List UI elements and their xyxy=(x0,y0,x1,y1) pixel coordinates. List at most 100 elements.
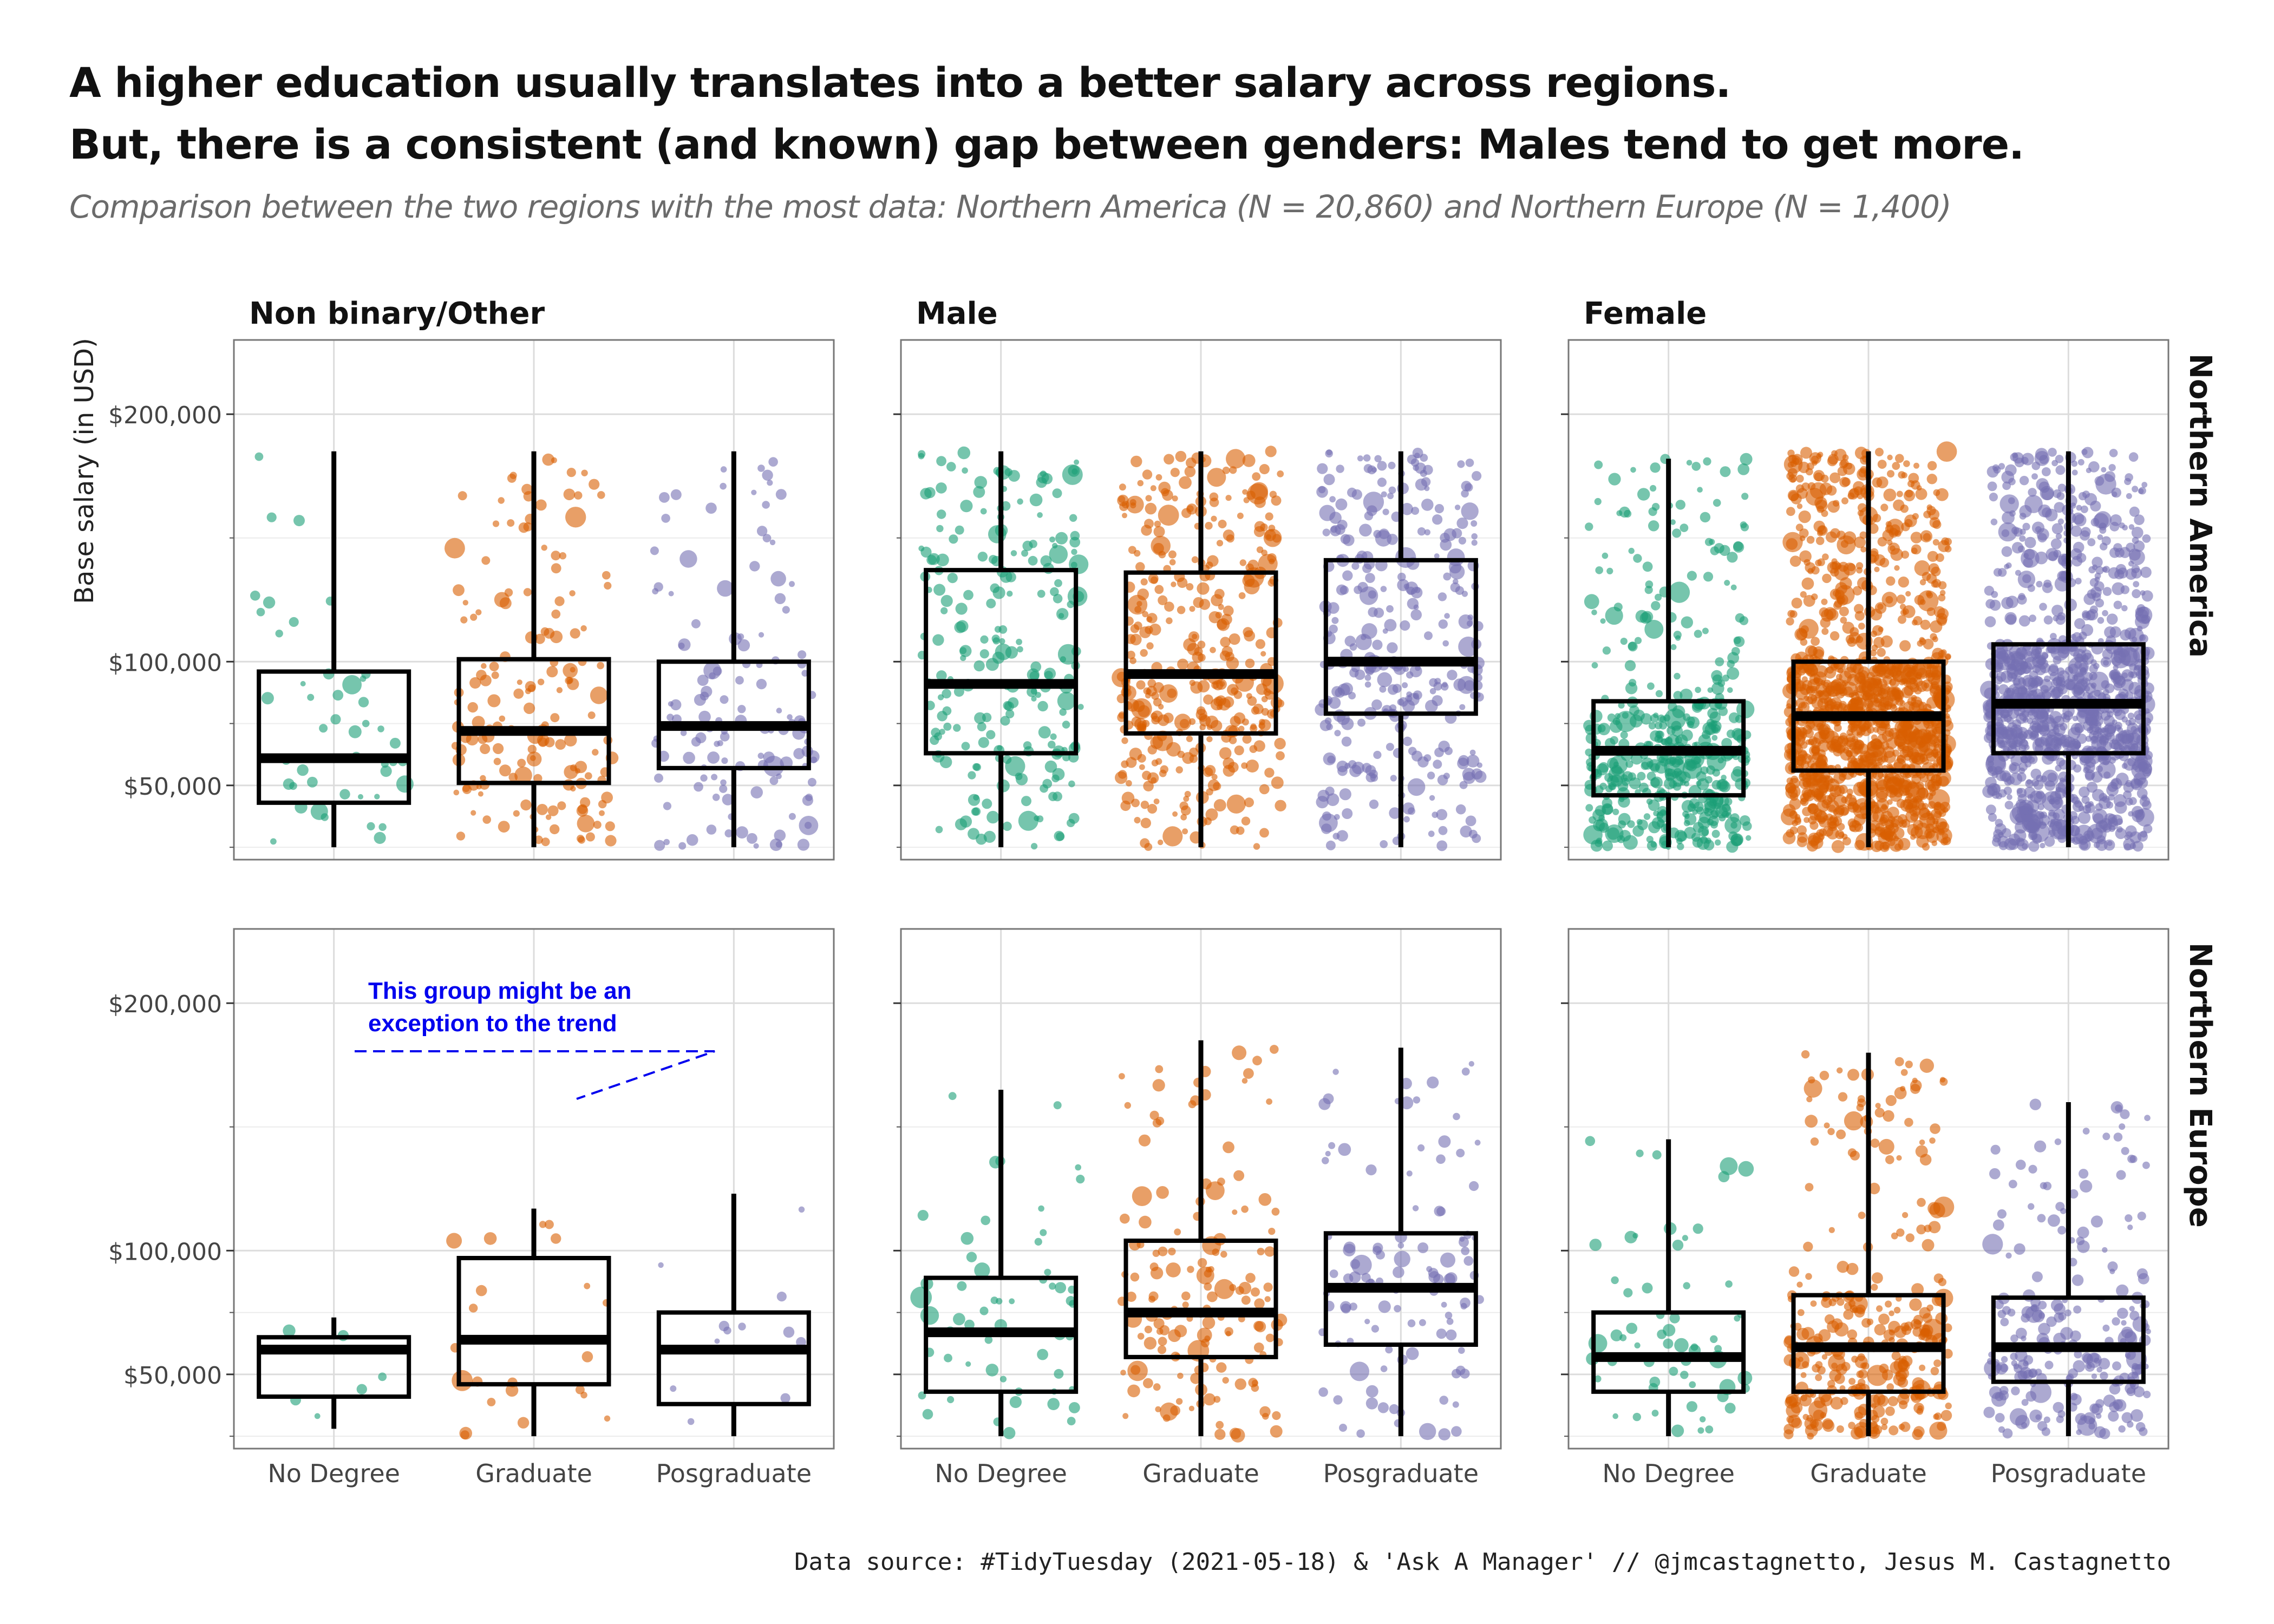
data-point xyxy=(358,697,369,708)
data-point xyxy=(466,733,479,746)
data-point xyxy=(1813,470,1825,482)
data-point xyxy=(751,489,757,495)
data-point xyxy=(2080,530,2090,541)
data-point xyxy=(986,730,996,739)
data-point xyxy=(972,763,980,771)
data-point xyxy=(1730,834,1743,847)
data-point xyxy=(289,782,297,790)
data-point xyxy=(1413,604,1419,610)
data-point xyxy=(1438,1428,1450,1440)
data-point xyxy=(1813,794,1822,802)
data-point xyxy=(1877,647,1886,657)
data-point xyxy=(1349,643,1357,651)
data-point xyxy=(1817,530,1824,536)
data-point xyxy=(1433,759,1442,769)
data-point xyxy=(1878,626,1884,632)
data-point xyxy=(1460,1302,1467,1309)
data-point xyxy=(1256,683,1268,695)
data-point xyxy=(1657,714,1665,723)
data-point xyxy=(1463,1256,1474,1266)
data-point xyxy=(2015,569,2021,576)
data-point xyxy=(1602,803,1613,815)
data-point xyxy=(1330,525,1341,536)
data-point xyxy=(1836,1129,1846,1140)
data-point xyxy=(1594,497,1602,506)
data-point xyxy=(1124,1102,1131,1109)
data-point xyxy=(1412,448,1423,459)
data-point xyxy=(1184,791,1191,797)
data-point xyxy=(2138,780,2144,786)
data-point xyxy=(1848,1378,1856,1385)
data-point xyxy=(492,520,500,527)
data-point xyxy=(1877,604,1884,610)
data-point xyxy=(1897,1377,1909,1388)
data-point xyxy=(456,831,466,841)
data-point xyxy=(1848,489,1859,500)
data-point xyxy=(1230,716,1241,727)
data-point xyxy=(762,534,772,542)
data-point xyxy=(1402,682,1408,689)
data-point xyxy=(1657,806,1668,817)
data-point xyxy=(1597,724,1606,732)
data-point xyxy=(1199,724,1206,731)
data-point xyxy=(2028,841,2040,852)
data-point xyxy=(1900,799,1913,812)
data-point xyxy=(2113,794,2127,807)
data-point xyxy=(1355,669,1365,680)
data-point xyxy=(1377,461,1387,471)
data-point xyxy=(1233,1170,1245,1181)
data-point xyxy=(1740,453,1753,466)
data-point xyxy=(997,745,1003,751)
data-point xyxy=(1175,1398,1183,1405)
data-point xyxy=(678,643,685,649)
data-point xyxy=(738,1322,746,1331)
data-point xyxy=(1647,682,1655,690)
data-point xyxy=(1339,1424,1347,1432)
data-point xyxy=(1339,585,1349,595)
data-point xyxy=(1267,579,1276,587)
data-point xyxy=(2132,589,2141,599)
data-point xyxy=(1829,631,1840,641)
data-point xyxy=(514,767,532,784)
data-point xyxy=(1325,1151,1331,1157)
data-point xyxy=(1050,733,1057,740)
data-point xyxy=(1068,780,1075,788)
data-point xyxy=(1805,1273,1812,1280)
data-point xyxy=(1876,791,1887,803)
data-point xyxy=(1874,566,1880,572)
data-point xyxy=(663,802,671,810)
data-point xyxy=(2137,753,2153,769)
data-point xyxy=(380,765,392,777)
data-point xyxy=(1436,1154,1446,1164)
data-point xyxy=(1385,1346,1393,1354)
data-point xyxy=(1252,1056,1262,1066)
data-point xyxy=(720,779,727,786)
x-tick-label: Graduate xyxy=(475,1459,592,1488)
data-point xyxy=(1897,1393,1910,1405)
data-point xyxy=(1826,813,1833,821)
data-point xyxy=(1466,755,1480,768)
data-point xyxy=(1600,618,1606,624)
data-point xyxy=(1177,606,1186,614)
data-point xyxy=(1839,606,1849,617)
data-point xyxy=(1734,1315,1741,1322)
data-point xyxy=(910,1286,932,1308)
data-point xyxy=(1697,487,1703,493)
data-point xyxy=(988,525,1007,543)
data-point xyxy=(1646,840,1657,851)
data-point xyxy=(1663,1338,1674,1349)
data-point xyxy=(1177,658,1188,670)
data-point xyxy=(1802,778,1812,788)
data-point xyxy=(1889,1425,1899,1436)
data-point xyxy=(1816,811,1828,823)
data-point xyxy=(1858,1212,1866,1220)
data-point xyxy=(1856,1370,1864,1378)
data-point xyxy=(1170,1405,1181,1416)
data-point xyxy=(707,751,720,764)
data-point xyxy=(1206,1181,1225,1201)
data-point xyxy=(577,815,595,833)
data-point xyxy=(1238,725,1245,732)
data-point xyxy=(1226,794,1246,814)
data-point xyxy=(1021,549,1029,557)
data-point xyxy=(1894,530,1901,537)
